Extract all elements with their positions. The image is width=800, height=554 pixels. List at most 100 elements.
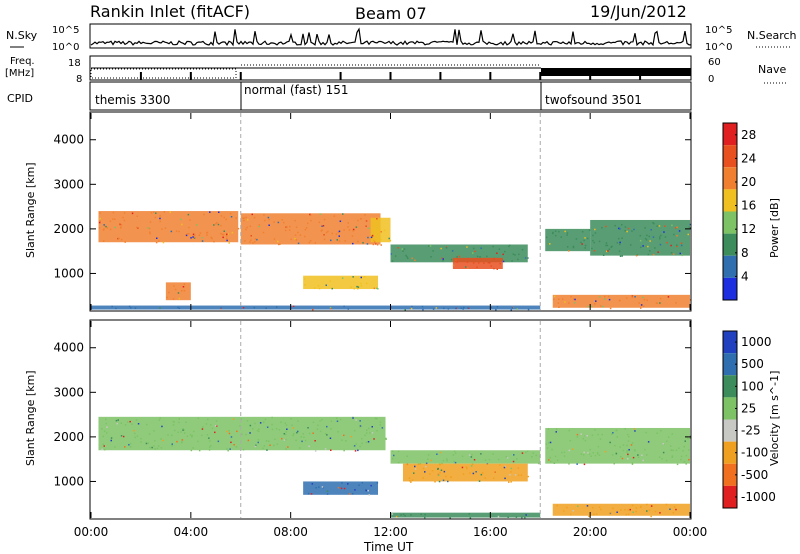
velocity-speckle (547, 428, 550, 430)
time-axis-labels: 00:00 04:00 08:00 12:00 16:00 20:00 00:00 (74, 525, 708, 539)
power-speckle (664, 225, 666, 227)
velocity-speckle (468, 454, 471, 456)
power-speckle (401, 248, 404, 250)
power-speckle (483, 262, 485, 264)
velocity-speckle (228, 432, 231, 435)
power-speckle (211, 237, 213, 240)
velocity-speckle (129, 420, 131, 423)
velocity-speckle (549, 456, 552, 459)
velocity-speckle (160, 438, 162, 440)
power-speckle (591, 247, 593, 250)
power-speckle (432, 250, 434, 252)
velocity-speckle (232, 418, 235, 420)
velocity-speckle (133, 430, 135, 432)
velocity-speckle (630, 444, 633, 446)
velocity-speckle (470, 465, 473, 467)
power-speckle (285, 226, 287, 228)
time-tick-label: 12:00 (373, 525, 408, 539)
power-speckle (656, 302, 658, 304)
velocity-speckle (361, 482, 364, 484)
velocity-speckle (634, 449, 636, 451)
power-speckle (407, 257, 409, 259)
power-speckle (644, 227, 646, 229)
velocity-speckle (134, 432, 136, 435)
power-speckle (403, 248, 406, 250)
power-speckle (254, 241, 256, 243)
power-speckle (561, 298, 564, 300)
velocity-speckle (453, 460, 455, 463)
power-speckle (158, 240, 160, 242)
power-speckle (681, 254, 683, 257)
power-speckle (215, 223, 217, 225)
power-speckle (527, 257, 529, 259)
power-speckle (226, 237, 228, 240)
velocity-speckle (162, 439, 164, 442)
velocity-speckle (611, 454, 614, 456)
power-speckle (353, 287, 355, 290)
velocity-speckle (114, 446, 116, 448)
power-speckle (172, 298, 175, 300)
velocity-speckle (206, 434, 209, 436)
power-speckle (689, 223, 691, 226)
power-speckle (635, 254, 638, 257)
velocity-speckle (391, 513, 394, 515)
nave-tick-bottom: 0 (708, 74, 714, 85)
velocity-speckle (461, 466, 464, 469)
time-tick-label: 08:00 (273, 525, 308, 539)
velocity-speckle (230, 436, 233, 438)
power-speckle (370, 236, 373, 239)
velocity-speckle (619, 446, 621, 448)
power-speckle (631, 230, 633, 232)
velocity-speckle (192, 447, 194, 449)
velocity-speckle (336, 417, 338, 419)
power-speckle (640, 246, 642, 249)
velocity-speckle (555, 428, 558, 430)
velocity-speckle (453, 450, 456, 452)
power-speckle (323, 234, 325, 236)
velocity-speckle (235, 446, 238, 448)
velocity-speckle (507, 516, 509, 518)
velocity-speckle (283, 433, 286, 435)
power-speckle (624, 226, 627, 228)
power-colorbar-swatch (723, 123, 737, 146)
velocity-colorbar-tick-label: -1000 (741, 490, 776, 504)
power-mode-lines (240, 113, 541, 310)
power-speckle (289, 225, 291, 228)
power-speckle (688, 226, 691, 229)
velocity-speckle (597, 451, 599, 454)
power-speckle (604, 298, 606, 300)
velocity-speckle (687, 437, 689, 440)
power-speckle (580, 241, 582, 244)
velocity-speckle (642, 459, 644, 462)
time-tick-label: 20:00 (573, 525, 608, 539)
velocity-speckle (287, 446, 289, 448)
power-speckle (388, 237, 390, 240)
velocity-speckle (445, 475, 447, 478)
power-speckle (670, 244, 672, 247)
power-speckle (466, 261, 469, 263)
velocity-speckle (549, 460, 552, 463)
power-speckle (451, 250, 454, 252)
velocity-speckle (473, 459, 476, 461)
power-speckle (245, 216, 247, 219)
power-speckle (106, 227, 109, 229)
velocity-speckle (115, 419, 118, 422)
power-speckle (131, 212, 134, 215)
power-speckle (357, 288, 359, 290)
velocity-speckle (512, 460, 515, 463)
velocity-speckle (117, 419, 119, 421)
velocity-speckle (359, 445, 361, 448)
power-speckle (564, 301, 566, 303)
power-colorbar-tick-label: 8 (741, 246, 749, 260)
velocity-speckle (563, 451, 566, 454)
power-speckle (217, 223, 220, 226)
power-speckle (351, 235, 354, 237)
power-speckle (630, 244, 632, 246)
velocity-speckle (563, 455, 566, 457)
power-speckle (566, 234, 568, 236)
velocity-speckle (330, 449, 332, 451)
power-speckle (309, 240, 312, 242)
power-speckle (348, 229, 351, 231)
nave-fill-twofsound (541, 68, 691, 76)
velocity-speckle (631, 504, 634, 507)
